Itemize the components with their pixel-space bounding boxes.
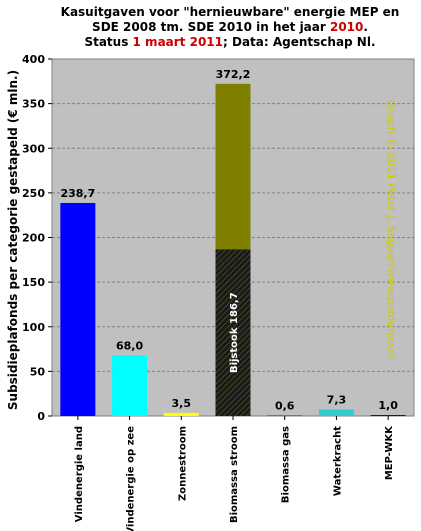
bar [318, 409, 354, 416]
watermark: Graph © 2011 Peter J. Segaar/www.polderp… [385, 100, 398, 359]
segment-label: Bijstook 186,7 [229, 292, 240, 373]
bar [267, 415, 303, 416]
x-tick-label: Biomassa gas [281, 426, 292, 503]
y-tick-label: 0 [37, 410, 45, 423]
x-tick-label: MEP-WKK [384, 425, 395, 480]
y-tick-label: 150 [22, 276, 45, 289]
title-date: 1 maart 2011 [133, 35, 223, 49]
x-tick-label: Waterkracht [332, 426, 343, 496]
data-label: 238,7 [60, 187, 95, 200]
x-tick-label: Biomassa stroom [229, 426, 240, 523]
bar-segment-bijstook [215, 249, 251, 416]
bar [60, 202, 96, 416]
data-label: 68,0 [116, 339, 143, 352]
title-line3-prefix: Status [84, 35, 132, 49]
data-label: 3,5 [172, 397, 192, 410]
data-label: 1,0 [378, 399, 398, 412]
title-line2-suffix: . [363, 20, 368, 34]
title-line3-suffix: ; Data: Agentschap Nl. [223, 35, 376, 49]
y-tick-label: 400 [22, 53, 45, 66]
y-tick-label: 200 [22, 232, 45, 245]
x-axis-labels: Vindenergie land Vindenergie op zee Zonnes… [74, 416, 395, 531]
title-line2-prefix: SDE 2008 tm. SDE 2010 in het jaar [92, 20, 330, 34]
y-tick-label: 300 [22, 142, 45, 155]
bar [112, 355, 148, 416]
bar [370, 415, 406, 416]
chart-title-line3: Status 1 maart 2011; Data: Agentschap Nl… [84, 35, 375, 49]
data-label: 0,6 [275, 399, 295, 412]
x-tick-label: Zonnestroom [177, 426, 188, 501]
bars: 238,7 68,0 3,5 Bijstook 186,7 372,2 0,6 7,3 1,0 [60, 68, 406, 417]
y-tick-label: 350 [22, 98, 45, 111]
chart-title-line2: SDE 2008 tm. SDE 2010 in het jaar 2010. [92, 20, 368, 34]
data-label: 7,3 [327, 393, 347, 406]
data-label: 372,2 [216, 68, 251, 81]
y-axis-ticks: 0 50 100 150 200 250 300 350 400 [22, 53, 52, 423]
y-axis-label: Subsidieplafonds per categorie gestapeld… [6, 70, 20, 410]
y-tick-label: 100 [22, 321, 45, 334]
x-tick-label: Vindenergie land [74, 426, 85, 522]
chart-title-line1: Kasuitgaven voor "hernieuwbare" energie … [61, 5, 400, 19]
x-tick-label: Vindenergie op zee [126, 426, 137, 531]
y-tick-label: 250 [22, 187, 45, 200]
bar [163, 412, 199, 416]
title-year: 2010 [330, 20, 363, 34]
y-tick-label: 50 [30, 365, 46, 378]
